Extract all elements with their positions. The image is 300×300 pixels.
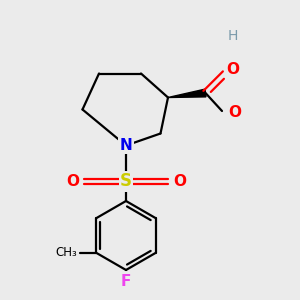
Polygon shape <box>168 89 206 98</box>
Text: CH₃: CH₃ <box>56 246 77 259</box>
Text: S: S <box>120 172 132 190</box>
Text: O: O <box>66 174 79 189</box>
Text: F: F <box>121 274 131 290</box>
Text: N: N <box>120 138 132 153</box>
Text: H: H <box>227 29 238 43</box>
Text: O: O <box>228 105 241 120</box>
Text: O: O <box>226 61 239 76</box>
Text: O: O <box>173 174 186 189</box>
